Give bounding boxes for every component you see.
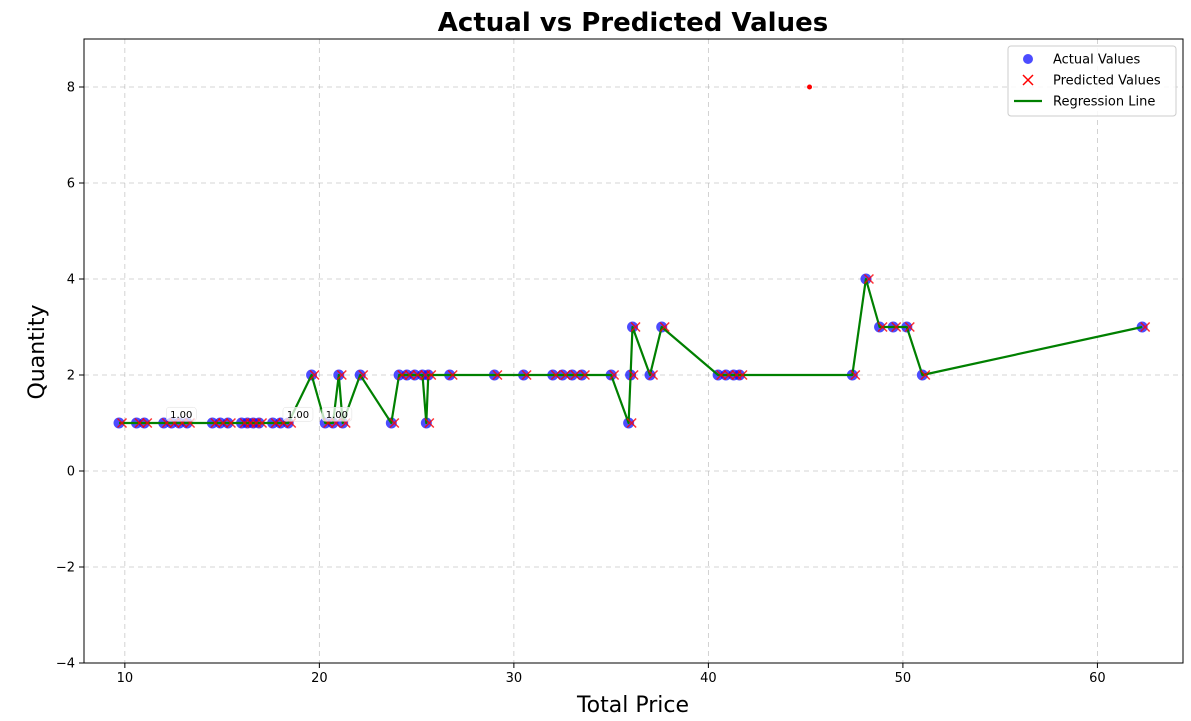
- predicted-point: [225, 417, 236, 429]
- legend-box: [1007, 45, 1177, 117]
- predicted-point: [397, 369, 408, 381]
- predicted-point: [210, 417, 221, 429]
- predicted-point: [920, 369, 931, 381]
- predicted-point: [716, 369, 727, 381]
- x-axis-label: Total Price: [576, 693, 689, 718]
- predicted-point: [358, 369, 369, 381]
- predicted-point: [424, 417, 435, 429]
- annotation-box: [166, 406, 197, 422]
- predicted-point: [626, 417, 637, 429]
- annotation-box: [282, 406, 314, 422]
- predicted-point: [257, 417, 268, 429]
- legend-label: Predicted Values: [1053, 74, 1161, 89]
- annotation-label: 1.00: [326, 410, 348, 421]
- predicted-point: [492, 369, 503, 381]
- predicted-point: [218, 417, 229, 429]
- predicted-point: [609, 369, 620, 381]
- annotations: 1.00 1.00 1.00: [166, 406, 353, 422]
- predicted-point: [737, 369, 748, 381]
- y-tick-label: −2: [56, 561, 75, 576]
- predicted-point: [447, 369, 458, 381]
- predicted-point: [648, 369, 659, 381]
- predicted-point: [412, 369, 423, 381]
- y-axis-ticks: −4 −2 0 2 4 6 8: [56, 81, 84, 672]
- legend-actual-marker: [1023, 54, 1033, 64]
- x-axis-ticks: 10 20 30 40 50 60: [117, 663, 1106, 686]
- x-tick-label: 30: [506, 671, 523, 686]
- predicted-point: [550, 369, 561, 381]
- predicted-point: [877, 321, 888, 333]
- x-tick-label: 40: [700, 671, 717, 686]
- predicted-point: [723, 369, 734, 381]
- predicted-point: [270, 417, 281, 429]
- predicted-point: [404, 369, 415, 381]
- legend-label: Regression Line: [1053, 95, 1155, 110]
- x-tick-label: 20: [311, 671, 328, 686]
- predicted-point: [1140, 321, 1151, 333]
- annotation-label: 1.00: [170, 410, 192, 421]
- legend: Actual Values Predicted Values Regression …: [1007, 45, 1177, 117]
- predicted-point: [659, 321, 670, 333]
- predicted-point: [850, 369, 861, 381]
- predicted-point: [863, 273, 874, 285]
- predicted-point: [807, 84, 813, 90]
- x-tick-label: 10: [117, 671, 134, 686]
- predicted-point: [891, 321, 902, 333]
- y-tick-label: 2: [67, 369, 75, 384]
- predicted-point: [116, 417, 128, 429]
- legend-label: Actual Values: [1053, 53, 1141, 68]
- predicted-point: [389, 417, 400, 429]
- predicted-point: [570, 369, 581, 381]
- predicted-point: [560, 369, 571, 381]
- predicted-point: [904, 321, 915, 333]
- predicted-point: [521, 369, 532, 381]
- predicted-point: [336, 369, 347, 381]
- predicted-point: [142, 417, 153, 429]
- predicted-point: [630, 321, 641, 333]
- predicted-point: [579, 369, 590, 381]
- annotation-label: 1.00: [287, 410, 309, 421]
- predicted-point: [628, 369, 639, 381]
- predicted-point: [134, 417, 145, 429]
- legend-predicted-marker: [1022, 74, 1034, 86]
- chart-title: Actual vs Predicted Values: [438, 8, 828, 38]
- y-axis-label: Quantity: [25, 304, 50, 399]
- y-tick-label: 4: [67, 273, 75, 288]
- predicted-point: [426, 369, 437, 381]
- y-tick-label: 6: [67, 177, 75, 192]
- x-tick-label: 50: [895, 671, 912, 686]
- predicted-point: [309, 369, 320, 381]
- plot-frame: [83, 38, 1184, 664]
- y-tick-label: 0: [67, 465, 75, 480]
- y-tick-label: −4: [56, 657, 75, 672]
- annotation-box: [321, 406, 353, 422]
- y-tick-label: 8: [67, 81, 75, 96]
- x-tick-label: 60: [1089, 671, 1106, 686]
- plot-area: [113, 84, 1151, 429]
